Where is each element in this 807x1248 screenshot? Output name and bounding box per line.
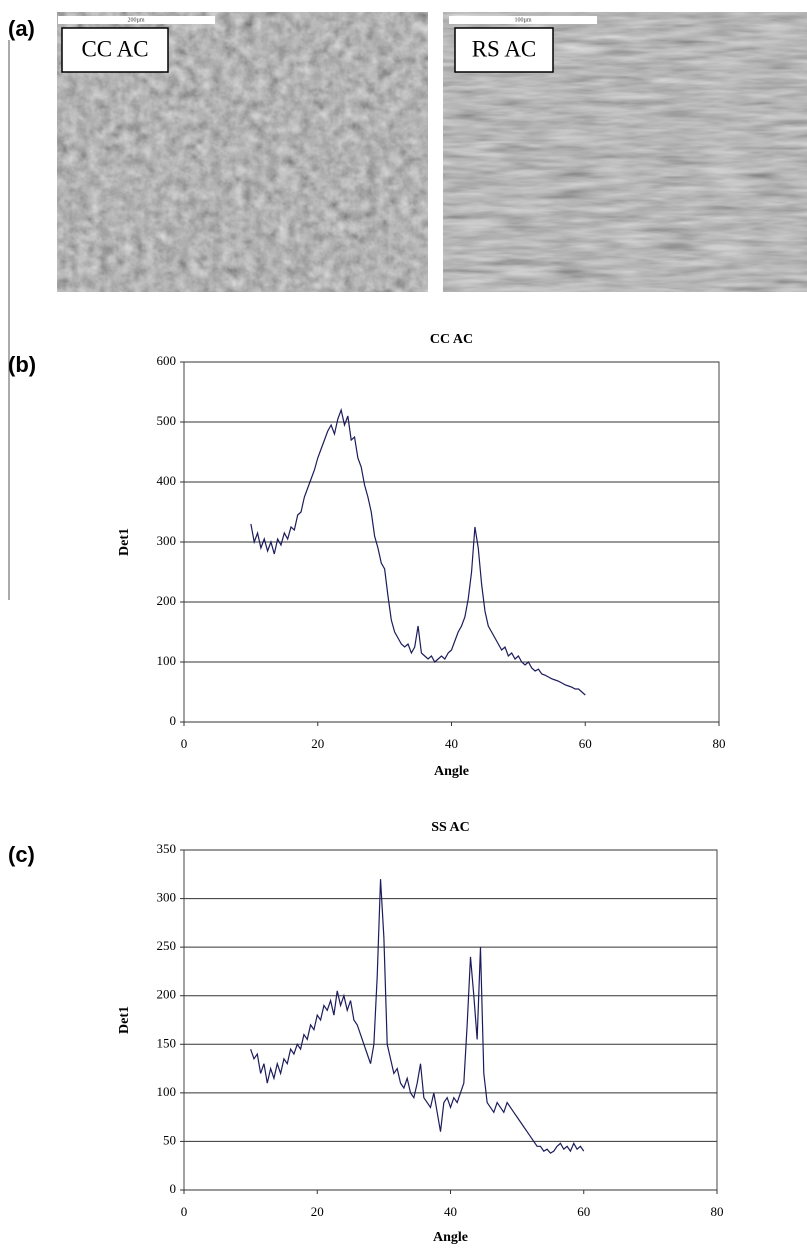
y-tick-label: 350 bbox=[157, 841, 177, 856]
sem-image: 200µm CC AC bbox=[57, 12, 428, 292]
x-tick-label: 40 bbox=[445, 736, 458, 751]
label-box bbox=[454, 27, 554, 73]
x-tick-label: 80 bbox=[711, 1204, 724, 1219]
x-axis-label: Angle bbox=[434, 764, 469, 779]
x-tick-label: 80 bbox=[713, 736, 726, 751]
y-tick-label: 200 bbox=[157, 593, 177, 608]
data-line bbox=[250, 879, 585, 1154]
scale-label: 100µm bbox=[514, 17, 531, 23]
y-tick-label: 200 bbox=[157, 987, 177, 1002]
y-tick-label: 150 bbox=[157, 1035, 177, 1050]
y-tick-label: 100 bbox=[157, 653, 177, 668]
scale-label: 200µm bbox=[127, 17, 144, 23]
data-line bbox=[250, 407, 586, 696]
image-label: RS AC bbox=[472, 36, 537, 61]
plot-area bbox=[183, 849, 718, 1191]
y-axis-label: Det1 bbox=[117, 528, 132, 556]
scale-bar bbox=[449, 16, 597, 24]
y-tick-label: 0 bbox=[170, 713, 177, 728]
sem-image: 100µm RS AC bbox=[443, 12, 807, 292]
x-tick-label: 60 bbox=[579, 736, 592, 751]
panel-label: (a) bbox=[8, 16, 35, 41]
y-tick-label: 300 bbox=[157, 533, 177, 548]
label-box bbox=[61, 27, 169, 73]
x-tick-label: 40 bbox=[444, 1204, 457, 1219]
chart-title: SS AC bbox=[431, 820, 470, 835]
x-tick-label: 20 bbox=[311, 736, 324, 751]
y-tick-label: 250 bbox=[157, 938, 177, 953]
y-tick-label: 50 bbox=[163, 1132, 176, 1147]
y-tick-label: 600 bbox=[157, 353, 177, 368]
y-tick-label: 400 bbox=[157, 473, 177, 488]
x-tick-label: 0 bbox=[181, 736, 188, 751]
scale-bar bbox=[58, 16, 215, 24]
y-tick-label: 100 bbox=[157, 1084, 177, 1099]
y-axis-label: Det1 bbox=[117, 1006, 132, 1034]
y-tick-label: 500 bbox=[157, 413, 177, 428]
x-tick-label: 60 bbox=[577, 1204, 590, 1219]
y-tick-label: 300 bbox=[157, 890, 177, 905]
panel-label: (b) bbox=[8, 352, 36, 377]
x-axis-label: Angle bbox=[433, 1230, 468, 1245]
x-tick-label: 20 bbox=[311, 1204, 324, 1219]
image-label: CC AC bbox=[81, 36, 148, 61]
chart-title: CC AC bbox=[430, 332, 473, 347]
panel-label: (c) bbox=[8, 842, 35, 867]
y-tick-label: 0 bbox=[170, 1181, 177, 1196]
x-tick-label: 0 bbox=[181, 1204, 188, 1219]
